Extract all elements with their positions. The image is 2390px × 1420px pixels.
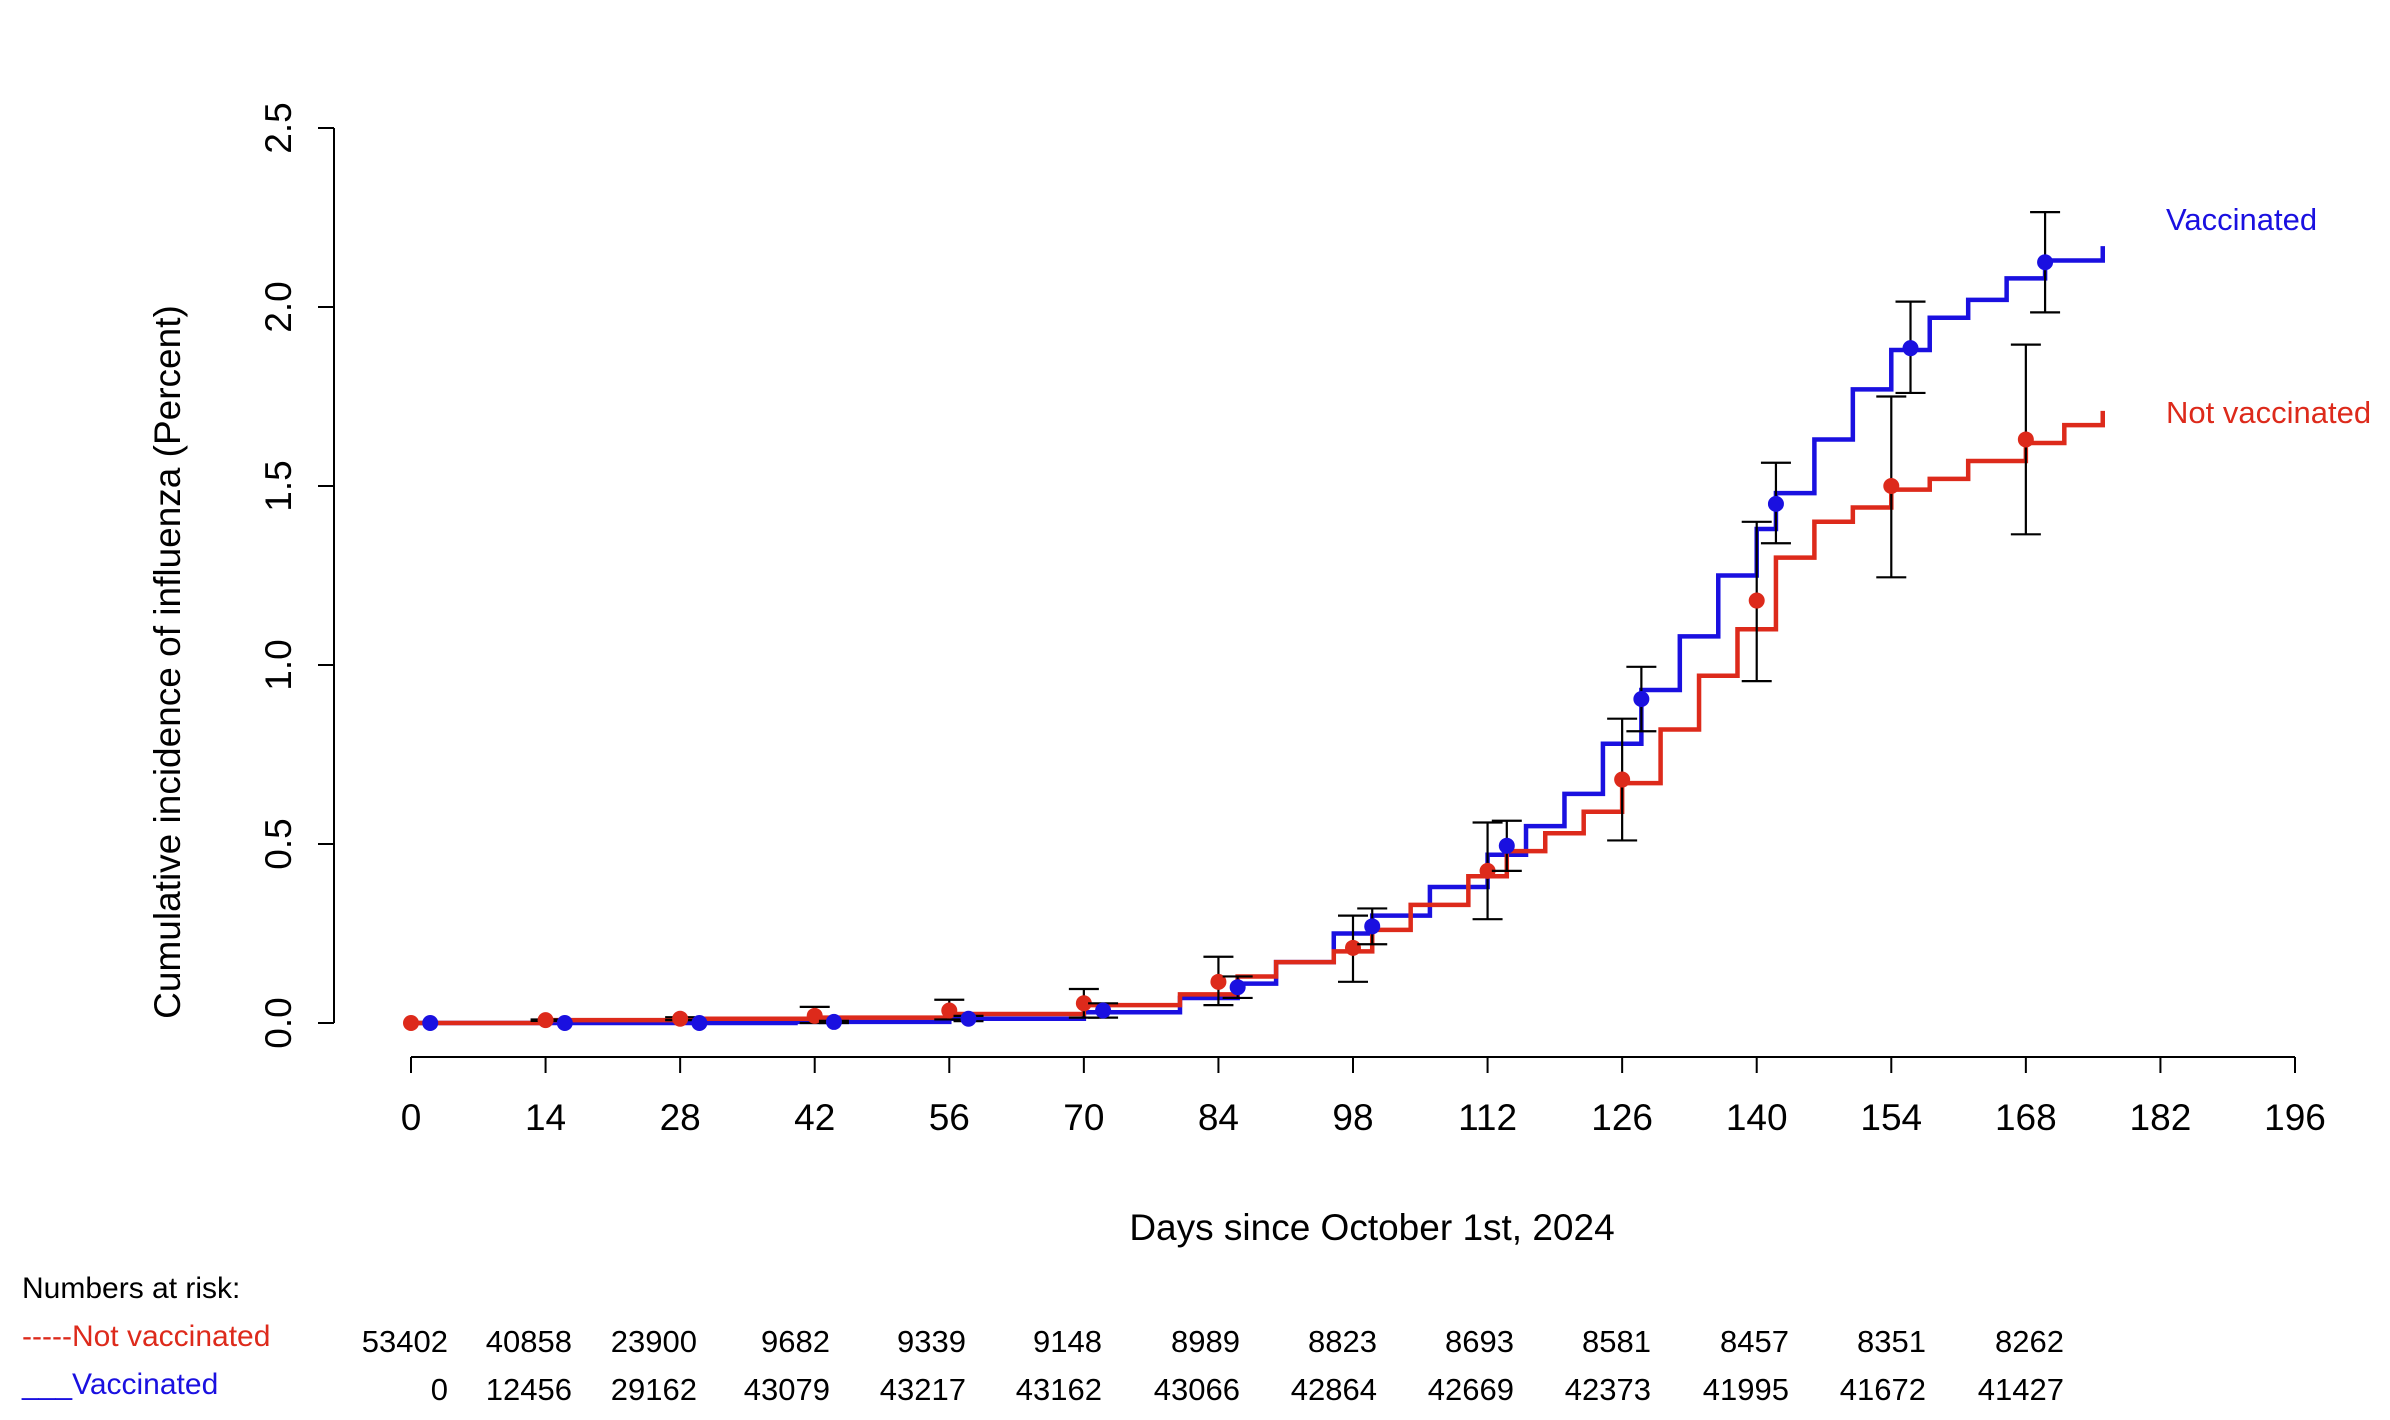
point-not-vaccinated [1614, 771, 1631, 788]
point-vaccinated [422, 1015, 439, 1031]
risk-cell: 40858 [485, 1324, 572, 1359]
series-label-not-vaccinated: Not vaccinated [2166, 395, 2371, 430]
risk-cell: 43217 [879, 1372, 966, 1407]
point-not-vaccinated [1345, 939, 1361, 956]
point-vaccinated [2037, 254, 2054, 271]
x-axis-title: Days since October 1st, 2024 [1129, 1207, 1614, 1248]
point-not-vaccinated [941, 1002, 958, 1019]
y-tick-label: 1.0 [258, 639, 299, 690]
x-tick-label: 196 [2264, 1097, 2326, 1138]
risk-cell: 23900 [610, 1324, 697, 1359]
risk-cell: 8351 [1857, 1324, 1926, 1359]
point-vaccinated [1095, 1002, 1112, 1019]
point-not-vaccinated [537, 1012, 554, 1029]
axes: 0 14 28 42 56 70 84 98 112 126 140 154 168 182 196 0.0 0… [258, 102, 2326, 1138]
x-tick-label: 140 [1726, 1097, 1788, 1138]
risk-cell: 0 [430, 1372, 448, 1407]
risk-cell: 43079 [743, 1372, 830, 1407]
risk-row-label: -----Not vaccinated [22, 1320, 271, 1353]
risk-cell: 42373 [1564, 1372, 1651, 1407]
x-tick-label: 126 [1591, 1097, 1653, 1138]
y-tick-label: 2.5 [258, 102, 299, 153]
risk-cell: 41672 [1839, 1372, 1926, 1407]
point-not-vaccinated [2017, 431, 2034, 448]
point-vaccinated [1364, 918, 1381, 935]
risk-cell: 42669 [1427, 1372, 1514, 1407]
x-tick-label: 98 [1332, 1097, 1373, 1138]
x-tick-label: 14 [525, 1097, 566, 1138]
risk-cell: 8823 [1308, 1324, 1377, 1359]
risk-cell: 41995 [1702, 1372, 1789, 1407]
risk-cell: 12456 [485, 1372, 572, 1407]
point-vaccinated [1498, 837, 1515, 854]
risk-cell: 8989 [1171, 1324, 1240, 1359]
risk-cell: 8581 [1582, 1324, 1651, 1359]
point-not-vaccinated [1210, 973, 1227, 990]
series-layer [411, 246, 2106, 1026]
risk-cell: 41427 [1977, 1372, 2064, 1407]
risk-table-title: Numbers at risk: [22, 1272, 241, 1305]
risk-cell: 43162 [1015, 1372, 1102, 1407]
point-not-vaccinated [1748, 592, 1765, 609]
y-tick-label: 2.0 [258, 281, 299, 332]
y-axis-title: Cumulative incidence of influenza (Perce… [147, 305, 188, 1019]
x-tick-label: 112 [1458, 1097, 1517, 1138]
series-line-not-vaccinated [411, 410, 2106, 1026]
risk-cell: 9682 [761, 1324, 830, 1359]
risk-cell: 9148 [1033, 1324, 1102, 1359]
risk-cell: 42864 [1290, 1372, 1377, 1407]
risk-cell: 8262 [1995, 1324, 2064, 1359]
point-not-vaccinated [403, 1015, 419, 1031]
risk-row-label: ___Vaccinated [22, 1368, 219, 1401]
risk-cell: 8693 [1445, 1324, 1514, 1359]
x-tick-label: 42 [794, 1097, 835, 1138]
point-vaccinated [825, 1013, 842, 1030]
point-vaccinated [556, 1015, 573, 1031]
x-tick-label: 56 [929, 1097, 970, 1138]
x-tick-label: 168 [1995, 1097, 2057, 1138]
x-tick-label: 28 [660, 1097, 701, 1138]
point-not-vaccinated [672, 1010, 689, 1027]
series-label-layer: Vaccinated Not vaccinated [2166, 202, 2371, 430]
risk-cell: 29162 [610, 1372, 697, 1407]
point-not-vaccinated [1075, 995, 1092, 1012]
point-vaccinated [960, 1010, 977, 1027]
x-tick-label: 0 [401, 1097, 422, 1138]
point-vaccinated [1229, 979, 1246, 996]
series-line-vaccinated [411, 246, 2106, 1026]
point-vaccinated [1767, 495, 1784, 512]
risk-cell: 9339 [897, 1324, 966, 1359]
series-label-vaccinated: Vaccinated [2166, 202, 2317, 237]
y-tick-label: 1.5 [258, 460, 299, 511]
point-not-vaccinated [806, 1007, 823, 1024]
point-vaccinated [691, 1015, 708, 1031]
x-tick-label: 154 [1860, 1097, 1922, 1138]
risk-cell: 53402 [361, 1324, 448, 1359]
x-tick-label: 70 [1063, 1097, 1104, 1138]
point-vaccinated [1902, 340, 1919, 357]
y-tick-label: 0.0 [258, 997, 299, 1048]
risk-cell: 43066 [1153, 1372, 1240, 1407]
y-tick-label: 0.5 [258, 818, 299, 869]
error-bar-layer [403, 211, 2061, 1031]
x-tick-label: 182 [2130, 1097, 2192, 1138]
x-tick-label: 84 [1198, 1097, 1239, 1138]
point-vaccinated [1633, 691, 1650, 708]
point-not-vaccinated [1479, 862, 1496, 879]
risk-cell: 8457 [1720, 1324, 1789, 1359]
point-not-vaccinated [1883, 478, 1900, 494]
